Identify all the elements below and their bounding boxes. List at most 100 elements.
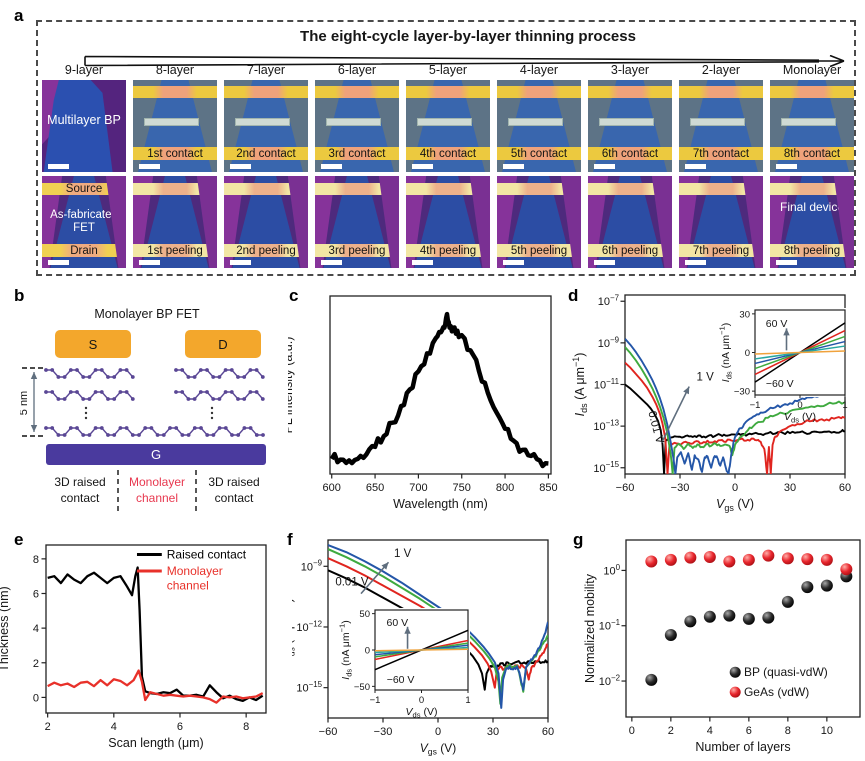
svg-text:750: 750 (453, 482, 471, 494)
svg-text:4: 4 (33, 623, 39, 635)
micrograph-peeling-4: 4th peeling (406, 176, 490, 268)
svg-text:10: 10 (821, 725, 833, 737)
scale-bar (684, 164, 706, 169)
svg-text:Vds (V): Vds (V) (406, 706, 438, 719)
legend: BP (quasi-vdW) GeAs (vdW) (729, 665, 828, 699)
top-electrode (224, 182, 308, 195)
top-electrode (497, 182, 581, 195)
svg-text:10−15: 10−15 (296, 680, 322, 695)
svg-text:6: 6 (33, 588, 39, 600)
svg-text:8: 8 (785, 725, 791, 737)
svg-text:800: 800 (496, 482, 514, 494)
svg-text:2: 2 (668, 725, 674, 737)
top-electrode (315, 182, 399, 195)
panel-label-a: a (14, 6, 24, 25)
svg-text:0.01 V: 0.01 V (335, 577, 369, 589)
gate-label: G (151, 447, 161, 462)
micrograph-contact-5: 5th contact (497, 80, 581, 172)
contact-label: 7th contact (692, 147, 750, 160)
left-contact-label-1: 3D raised (54, 475, 105, 489)
micrograph-peeling-2: 2nd peeling (224, 176, 308, 268)
micrograph-contact-6: 6th contact (588, 80, 672, 172)
panel-label-d: d (568, 286, 579, 305)
svg-text:−60: −60 (616, 482, 635, 494)
svg-text:10−11: 10−11 (594, 377, 620, 392)
svg-text:1 V: 1 V (394, 548, 412, 560)
scale-bar (138, 260, 160, 265)
svg-text:10−9: 10−9 (301, 559, 323, 574)
scale-bar (320, 164, 342, 169)
scale-bar (138, 164, 160, 169)
scale-bar (47, 260, 69, 265)
bottom-electrode (679, 146, 763, 160)
svg-text:−30: −30 (671, 482, 690, 494)
bottom-electrode (224, 244, 308, 258)
svg-text:850: 850 (539, 482, 557, 494)
chart-mobility-vs-layers: 0 2 4 6 8 10 100 10−1 10−2 Number of layers Normal… (583, 539, 861, 754)
svg-text:1: 1 (465, 695, 470, 706)
svg-text:Vgs (V): Vgs (V) (420, 741, 456, 757)
column-header-3: 7-layer (246, 63, 286, 77)
contact-label: 2nd contact (236, 147, 296, 160)
bottom-electrode (588, 146, 672, 160)
svg-text:6: 6 (746, 725, 752, 737)
svg-text:0: 0 (365, 646, 370, 657)
column-header-1: 9-layer (64, 63, 104, 77)
svg-text:1 V: 1 V (697, 371, 715, 383)
right-contact-label-1: 3D raised (208, 475, 259, 489)
svg-text:650: 650 (366, 482, 384, 494)
micrograph-contact-3: 3rd contact (315, 80, 399, 172)
metal-contact-strip (143, 117, 200, 127)
svg-text:0: 0 (732, 482, 738, 494)
column-header-4: 6-layer (337, 63, 377, 77)
svg-text:60 V: 60 V (766, 318, 788, 330)
bottom-electrode (679, 244, 763, 258)
metal-contact-strip (689, 117, 746, 127)
micrograph-peeling-6: 6th peeling (588, 176, 672, 268)
bottom-electrode (315, 244, 399, 258)
svg-text:30: 30 (487, 726, 499, 738)
micrograph-as-fabricated-fet: Source As-fabricated FET Drain (42, 176, 126, 268)
right-contact-label-2: contact (215, 491, 254, 505)
svg-text:50: 50 (359, 609, 370, 620)
drain-electrode (42, 244, 126, 258)
svg-text:30: 30 (784, 482, 796, 494)
micrograph-contact-4: 4th contact (406, 80, 490, 172)
left-contact-label-2: contact (61, 491, 100, 505)
source-label: S (89, 337, 98, 352)
svg-text:10−7: 10−7 (598, 294, 619, 309)
scale-bar (775, 260, 797, 265)
bottom-electrode (315, 146, 399, 160)
multilayer-bp-label: Multilayer BP (47, 113, 121, 128)
contact-row: Multilayer BP 1st contact 2nd contact 3rd c… (42, 80, 854, 172)
svg-text:0: 0 (33, 692, 39, 704)
peeling-label: 8th peeling (783, 245, 841, 258)
bottom-electrode (406, 146, 490, 160)
micrograph-peeling-1: 1st peeling (133, 176, 217, 268)
column-header-2: 8-layer (155, 63, 195, 77)
svg-text:Raised contact: Raised contact (167, 548, 247, 562)
contact-label: 1st contact (147, 147, 203, 160)
panel-a-thinning-process: The eight-cycle layer-by-layer thinning … (36, 20, 856, 276)
svg-text:60 V: 60 V (387, 617, 409, 629)
contact-label: 3rd contact (328, 147, 386, 160)
micrograph-contact-8: 8th contact (770, 80, 854, 172)
top-electrode (588, 85, 672, 98)
micrograph-contact-7: 7th contact (679, 80, 763, 172)
thickness-bracket (22, 367, 46, 437)
fet-schematic-title: Monolayer BP FET (94, 307, 200, 321)
svg-text:Scan length (μm): Scan length (μm) (108, 736, 203, 750)
peeling-label: 2nd peeling (236, 245, 296, 258)
svg-text:Thickness (nm): Thickness (nm) (0, 586, 11, 671)
chart-afm-profile: 2 4 6 8 0 2 4 6 8 Scan length (μm) Thickness (nm) R… (0, 544, 267, 750)
svg-text:−1: −1 (750, 400, 761, 411)
bottom-electrode (770, 146, 854, 160)
svg-text:−1: −1 (370, 695, 381, 706)
metal-contact-strip (325, 117, 382, 127)
svg-text:0: 0 (629, 725, 635, 737)
peeling-label: 7th peeling (692, 245, 750, 258)
column-header-6: 4-layer (519, 63, 559, 77)
svg-text:0: 0 (745, 348, 750, 359)
metal-contact-strip (234, 117, 291, 127)
peeling-row: Source As-fabricated FET Drain 1st peeling 2… (42, 176, 854, 268)
